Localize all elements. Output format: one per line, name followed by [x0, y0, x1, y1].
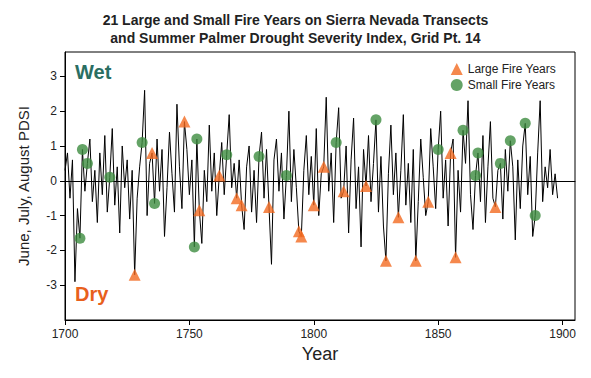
svg-text:1800: 1800 — [300, 327, 327, 341]
svg-text:-2: -2 — [46, 243, 57, 257]
svg-text:June, July, August PDSI: June, July, August PDSI — [15, 106, 32, 266]
svg-text:1: 1 — [50, 139, 57, 153]
svg-text:1700: 1700 — [52, 327, 79, 341]
svg-text:Small Fire Years: Small Fire Years — [468, 78, 555, 92]
svg-text:1850: 1850 — [425, 327, 452, 341]
svg-text:1750: 1750 — [176, 327, 203, 341]
svg-text:0: 0 — [50, 174, 57, 188]
svg-text:2: 2 — [50, 104, 57, 118]
svg-text:21 Large and Small Fire Years: 21 Large and Small Fire Years on Sierra … — [103, 12, 489, 28]
svg-text:Wet: Wet — [75, 61, 112, 83]
svg-text:Dry: Dry — [75, 283, 109, 305]
svg-text:Large Fire Years: Large Fire Years — [468, 62, 556, 76]
svg-text:Year: Year — [302, 344, 338, 364]
svg-text:and Summer Palmer Drought Seve: and Summer Palmer Drought Severity Index… — [110, 30, 481, 46]
svg-text:-3: -3 — [46, 278, 57, 292]
svg-text:3: 3 — [50, 69, 57, 83]
svg-text:-1: -1 — [46, 209, 57, 223]
svg-text:1900: 1900 — [549, 327, 576, 341]
